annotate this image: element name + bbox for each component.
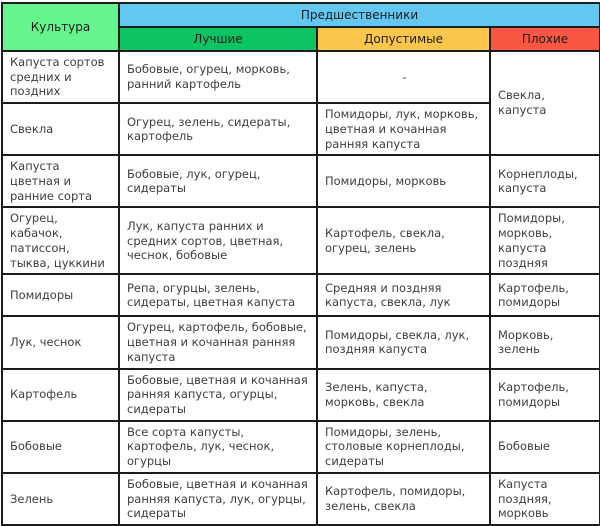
- acceptable-cell: Картофель, помидоры, зелень, свекла: [316, 471, 491, 526]
- acceptable-cell: Помидоры, зелень, столовые корнеплоды, с…: [316, 419, 491, 474]
- culture-cell: Зелень: [1, 471, 120, 526]
- table-row: Зелень Бобовые, цветная и кочанная рання…: [1, 471, 600, 526]
- acceptable-cell: Помидоры, морковь: [316, 154, 491, 209]
- bad-cell: Картофель, помидоры: [489, 367, 600, 422]
- acceptable-cell: Картофель, свекла, огурец, зелень: [316, 206, 491, 276]
- best-cell: Огурец, зелень, сидераты, картофель: [118, 102, 318, 157]
- header-predecessors: Предшественники: [118, 2, 600, 28]
- header-best: Лучшие: [118, 26, 318, 52]
- culture-cell: Картофель: [1, 367, 120, 422]
- acceptable-cell: Помидоры, лук, морковь, цветная и кочанн…: [316, 102, 491, 157]
- culture-cell: Помидоры: [1, 273, 120, 318]
- acceptable-cell: Зелень, капуста, морковь, свекла: [316, 367, 491, 422]
- best-cell: Огурец, картофель, бобовые, цветная и ко…: [118, 315, 318, 370]
- table-row: Бобовые Все сорта капусты, картофель, лу…: [1, 419, 600, 474]
- table-row: Огурец, кабачок, патиссон, тыква, цуккин…: [1, 206, 600, 276]
- culture-cell: Огурец, кабачок, патиссон, тыква, цуккин…: [1, 206, 120, 276]
- acceptable-cell: -: [316, 49, 491, 105]
- table-row: Помидоры Репа, огурцы, зелень, сидераты,…: [1, 273, 600, 318]
- table-row: Лук, чеснок Огурец, картофель, бобовые, …: [1, 315, 600, 370]
- best-cell: Бобовые, лук, огурец, сидераты: [118, 154, 318, 209]
- acceptable-cell: Средняя и поздняя капуста, свекла, лук: [316, 273, 491, 318]
- best-cell: Репа, огурцы, зелень, сидераты, цветная …: [118, 273, 318, 318]
- best-cell: Все сорта капусты, картофель, лук, чесно…: [118, 419, 318, 474]
- acceptable-cell: Помидоры, свекла, лук, поздняя капуста: [316, 315, 491, 370]
- bad-cell: Капуста поздняя, морковь: [489, 471, 600, 526]
- culture-cell: Лук, чеснок: [1, 315, 120, 370]
- header-bad: Плохие: [489, 26, 600, 52]
- table-row: Картофель Бобовые, цветная и кочанная ра…: [1, 367, 600, 422]
- bad-cell: Бобовые: [489, 419, 600, 474]
- header-acceptable: Допустимые: [316, 26, 491, 52]
- bad-cell: Помидоры, морковь, капуста поздняя: [489, 206, 600, 276]
- bad-cell: Свекла, капуста: [489, 49, 600, 157]
- bad-cell: Картофель, помидоры: [489, 273, 600, 318]
- culture-cell: Свекла: [1, 102, 120, 157]
- table-header: Культура Предшественники Лучшие Допустим…: [1, 2, 600, 52]
- best-cell: Бобовые, цветная и кочанная ранняя капус…: [118, 471, 318, 526]
- culture-cell: Капуста цветная и ранние сорта: [1, 154, 120, 209]
- table-row: Свекла Огурец, зелень, сидераты, картофе…: [1, 102, 600, 157]
- table-row: Капуста сортов средних и поздних Бобовые…: [1, 49, 600, 157]
- bad-cell: Морковь, зелень: [489, 315, 600, 370]
- best-cell: Лук, капуста ранних и средних сортов, цв…: [118, 206, 318, 276]
- bad-cell: Корнеплоды, капуста: [489, 154, 600, 209]
- best-cell: Бобовые, огурец, морковь, ранний картофе…: [118, 49, 318, 105]
- best-cell: Бобовые, цветная и кочанная ранняя капус…: [118, 367, 318, 422]
- header-culture: Культура: [1, 2, 120, 52]
- table-row: Капуста цветная и ранние сорта Бобовые, …: [1, 154, 600, 209]
- culture-cell: Капуста сортов средних и поздних: [1, 49, 120, 105]
- culture-cell: Бобовые: [1, 419, 120, 474]
